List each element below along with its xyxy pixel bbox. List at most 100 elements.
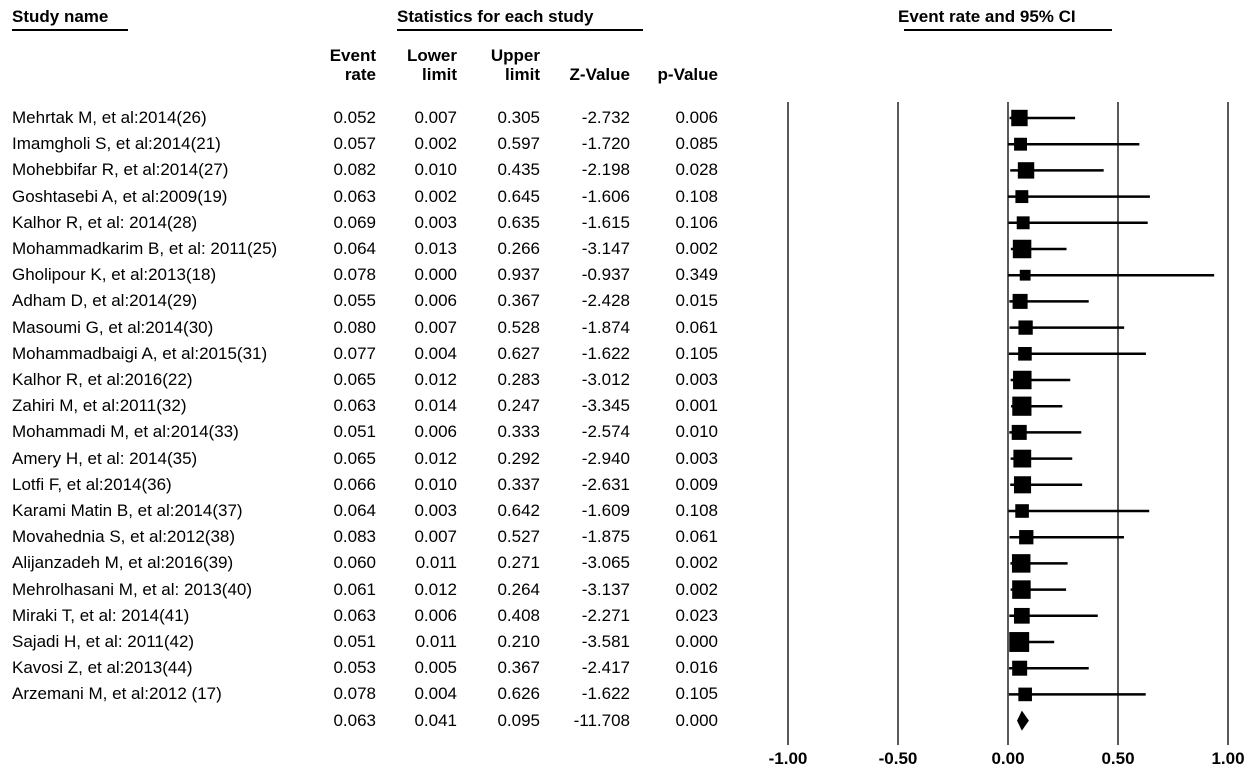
- event-rate-cell: 0.061: [333, 579, 376, 599]
- p-value-cell: 0.105: [675, 684, 718, 704]
- event-rate-column-header: Event rate: [300, 46, 376, 84]
- effect-square: [1014, 607, 1030, 624]
- effect-square: [1017, 162, 1035, 179]
- effect-square: [1019, 269, 1031, 281]
- p-value-cell: 0.003: [675, 448, 718, 468]
- event-rate-cell: 0.078: [333, 265, 376, 285]
- statistics-header: Statistics for each study: [397, 7, 594, 26]
- study-name: Kalhor R, et al: 2014(28): [12, 212, 198, 232]
- p-value-cell: 0.023: [675, 605, 718, 625]
- p-value-column-header: p-Value: [657, 65, 718, 84]
- event-rate-cell: 0.063: [333, 186, 376, 206]
- upper-limit-cell: 0.627: [497, 343, 540, 363]
- summary-event-rate-cell: 0.063: [333, 710, 376, 730]
- effect-square: [1018, 320, 1033, 335]
- study-name: Movahednia S, et al:2012(38): [12, 527, 236, 547]
- lower-limit-cell: 0.012: [414, 579, 457, 599]
- z-value-cell: -1.622: [581, 343, 630, 363]
- summary-p-value-cell: 0.000: [675, 710, 718, 730]
- p-value-cell: 0.000: [675, 632, 718, 651]
- z-value-cell: -3.345: [581, 396, 630, 416]
- p-value-cell: 0.108: [675, 186, 718, 206]
- statistics-header-underline: [397, 29, 643, 31]
- p-value-cell: 0.002: [675, 579, 718, 599]
- upper-limit-cell: 0.527: [497, 527, 540, 547]
- lower-limit-cell: 0.006: [414, 422, 457, 442]
- z-value-cell: -1.622: [581, 684, 630, 704]
- z-value-cell: -2.198: [581, 160, 630, 180]
- event-rate-cell: 0.053: [333, 658, 376, 678]
- z-value-cell: -1.615: [581, 212, 630, 232]
- z-value-cell: -0.937: [581, 265, 630, 285]
- lower-limit-cell: 0.007: [414, 108, 457, 127]
- lower-limit-cell: 0.003: [414, 212, 457, 232]
- study-name: Mohammadi M, et al:2014(33): [12, 422, 239, 442]
- upper-limit-cell: 0.292: [497, 448, 540, 468]
- plot-header-underline: [904, 29, 1112, 31]
- event-rate-cell: 0.082: [333, 160, 376, 180]
- lower-limit-cell: 0.010: [414, 474, 457, 494]
- upper-limit-cell: 0.597: [497, 134, 540, 154]
- study-name: Mehrolhasani M, et al: 2013(40): [12, 579, 253, 599]
- z-value-column-header: Z-Value: [569, 65, 630, 84]
- upper-limit-cell: 0.333: [497, 422, 540, 442]
- study-name: Goshtasebi A, et al:2009(19): [12, 186, 228, 206]
- event-rate-cell: 0.052: [333, 108, 376, 127]
- study-name: Zahiri M, et al:2011(32): [12, 396, 187, 416]
- lower-limit-cell: 0.010: [414, 160, 457, 180]
- study-name: Gholipour K, et al:2013(18): [12, 265, 217, 285]
- study-name: Imamgholi S, et al:2014(21): [12, 134, 221, 154]
- lower-limit-cell: 0.002: [414, 186, 457, 206]
- upper-limit-cell: 0.635: [497, 212, 540, 232]
- upper-limit-header-line1: Upper: [490, 46, 540, 65]
- study-name: Mohammadbaigi A, et al:2015(31): [12, 343, 268, 363]
- upper-limit-cell: 0.305: [497, 108, 540, 127]
- study-name-header-underline: [12, 29, 128, 31]
- plot-header: Event rate and 95% CI: [898, 7, 1076, 26]
- effect-square: [1018, 347, 1032, 361]
- upper-limit-cell: 0.247: [497, 396, 540, 416]
- study-name: Mohammadkarim B, et al: 2011(25): [12, 239, 278, 258]
- effect-square: [1012, 396, 1032, 416]
- z-value-cell: -2.428: [581, 291, 630, 311]
- effect-square: [1015, 190, 1029, 204]
- effect-square: [1013, 449, 1032, 468]
- z-value-cell: -3.147: [581, 239, 630, 258]
- event-rate-cell: 0.065: [333, 448, 376, 468]
- lower-limit-cell: 0.011: [415, 553, 457, 573]
- effect-square: [1013, 476, 1032, 494]
- summary-z-value-cell: -11.708: [573, 710, 630, 730]
- lower-limit-cell: 0.006: [414, 291, 457, 311]
- p-value-cell: 0.010: [675, 422, 718, 442]
- study-name: Arzemani M, et al:2012 (17): [12, 684, 222, 704]
- effect-square: [1009, 632, 1030, 652]
- p-value-cell: 0.061: [675, 317, 718, 337]
- z-value-cell: -2.631: [581, 474, 630, 494]
- p-value-cell: 0.105: [675, 343, 718, 363]
- upper-limit-cell: 0.645: [497, 186, 540, 206]
- event-rate-cell: 0.069: [333, 212, 376, 232]
- p-value-cell: 0.009: [675, 474, 718, 494]
- event-rate-cell: 0.077: [333, 343, 376, 363]
- effect-square: [1015, 504, 1029, 518]
- p-value-cell: 0.061: [675, 527, 718, 547]
- event-rate-cell: 0.066: [333, 474, 376, 494]
- p-value-cell: 0.015: [675, 291, 718, 311]
- study-name: Alijanzadeh M, et al:2016(39): [12, 553, 234, 573]
- lower-limit-column-header: Lower limit: [385, 46, 457, 84]
- event-rate-header-line2: rate: [344, 65, 376, 84]
- p-value-cell: 0.108: [675, 501, 718, 520]
- z-value-cell: -1.875: [581, 527, 630, 547]
- upper-limit-cell: 0.408: [497, 605, 540, 625]
- effect-square: [1012, 660, 1028, 676]
- lower-limit-cell: 0.002: [414, 134, 457, 154]
- event-rate-cell: 0.051: [333, 422, 376, 442]
- study-name: Karami Matin B, et al:2014(37): [12, 501, 243, 520]
- study-name: Amery H, et al: 2014(35): [12, 448, 198, 468]
- lower-limit-cell: 0.004: [414, 343, 457, 363]
- upper-limit-cell: 0.266: [497, 239, 540, 258]
- lower-limit-cell: 0.007: [414, 527, 457, 547]
- lower-limit-cell: 0.014: [414, 396, 457, 416]
- z-value-cell: -2.417: [581, 658, 630, 678]
- event-rate-cell: 0.078: [333, 684, 376, 704]
